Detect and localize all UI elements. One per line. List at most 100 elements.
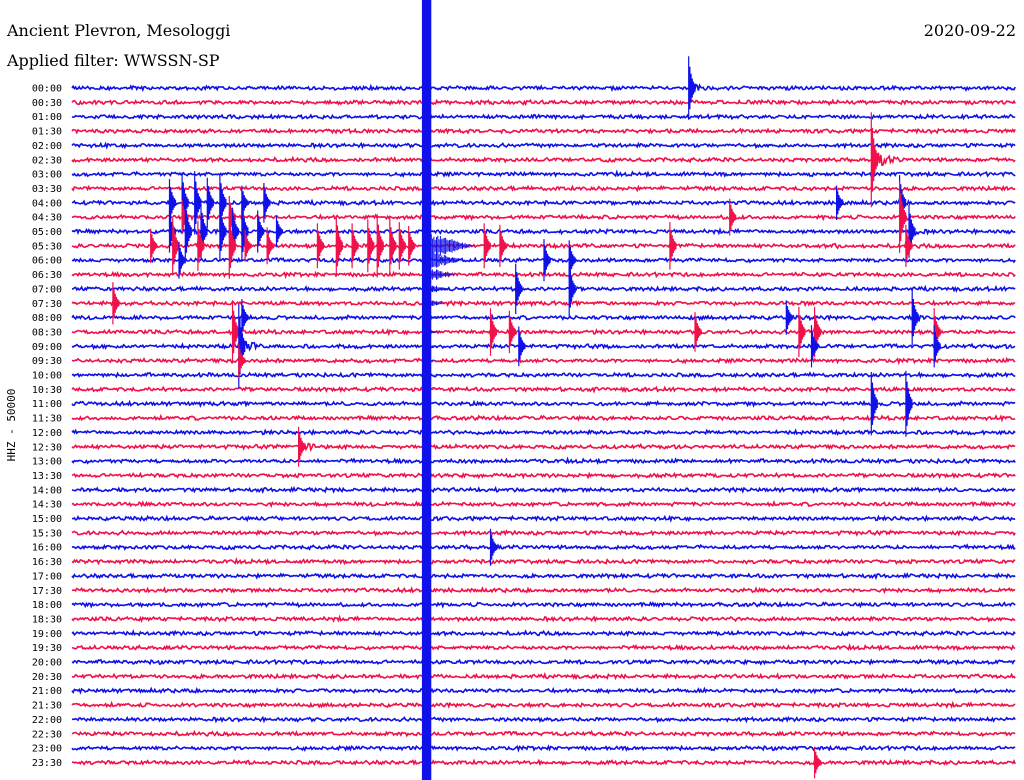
row-time-label: 05:30 bbox=[32, 241, 62, 252]
row-time-label: 16:00 bbox=[32, 543, 62, 554]
saturated-event-band bbox=[421, 0, 432, 780]
event-spike bbox=[694, 312, 702, 352]
event-spike bbox=[688, 56, 696, 120]
event-spike bbox=[298, 426, 306, 467]
event-spike bbox=[231, 300, 240, 364]
row-time-label: 13:30 bbox=[32, 471, 62, 482]
trace-row bbox=[71, 152, 1016, 171]
row-time-label: 18:30 bbox=[32, 614, 62, 625]
trace-row bbox=[71, 499, 1016, 509]
event-spike bbox=[543, 239, 551, 282]
row-time-label: 16:30 bbox=[32, 557, 62, 568]
trace-row bbox=[71, 385, 1016, 394]
trace-row bbox=[71, 98, 1016, 107]
trace-row bbox=[71, 729, 1016, 738]
trace-row bbox=[71, 744, 1016, 753]
trace-row bbox=[71, 614, 1016, 624]
row-time-label: 23:30 bbox=[32, 758, 62, 769]
event-spike bbox=[172, 218, 180, 274]
main-event-trace bbox=[421, 0, 475, 780]
event-spike bbox=[518, 326, 526, 367]
event-spike bbox=[367, 219, 375, 273]
trace-row bbox=[71, 428, 1016, 437]
row-time-label: 00:30 bbox=[32, 98, 62, 109]
trace-row bbox=[71, 283, 1016, 295]
row-time-label: 20:30 bbox=[32, 672, 62, 683]
event-spike bbox=[814, 746, 822, 779]
event-spike bbox=[266, 227, 274, 265]
trace-row bbox=[71, 398, 1016, 408]
row-time-label: 12:00 bbox=[32, 428, 62, 439]
trace-row bbox=[71, 514, 1016, 523]
trace-row bbox=[71, 442, 1016, 453]
row-time-label: 03:00 bbox=[32, 170, 62, 181]
event-spike bbox=[729, 198, 737, 236]
trace-row bbox=[71, 471, 1016, 480]
trace-row bbox=[71, 543, 1016, 552]
event-spike bbox=[798, 306, 806, 357]
row-time-label: 10:30 bbox=[32, 385, 62, 396]
event-spike bbox=[200, 203, 208, 260]
event-spike bbox=[408, 226, 416, 266]
row-time-label: 04:30 bbox=[32, 213, 62, 224]
trace-row bbox=[71, 756, 1016, 767]
trace-row bbox=[71, 715, 1016, 724]
trace-row bbox=[71, 671, 1016, 681]
trace-row bbox=[71, 356, 1016, 366]
filter-subtitle: Applied filter: WWSSN-SP bbox=[6, 51, 220, 70]
trace-row bbox=[71, 600, 1016, 609]
trace-row bbox=[71, 413, 1016, 423]
row-time-label: 07:00 bbox=[32, 284, 62, 295]
trace-row bbox=[71, 586, 1016, 595]
record-date: 2020-09-22 bbox=[924, 21, 1016, 40]
trace-row bbox=[71, 169, 1016, 178]
row-time-label: 04:00 bbox=[32, 198, 62, 209]
event-spike bbox=[568, 240, 576, 280]
row-time-label: 05:00 bbox=[32, 227, 62, 238]
event-spike bbox=[389, 218, 397, 274]
event-spike bbox=[112, 282, 120, 325]
row-time-label: 22:00 bbox=[32, 715, 62, 726]
trace-row bbox=[71, 184, 1016, 193]
trace-row bbox=[71, 571, 1016, 581]
event-spike bbox=[785, 300, 793, 335]
row-time-label: 23:00 bbox=[32, 744, 62, 755]
seismic-traces bbox=[71, 56, 1016, 779]
trace-row bbox=[71, 299, 1016, 308]
event-spike bbox=[515, 263, 523, 314]
trace-row bbox=[71, 686, 1016, 695]
trace-row bbox=[71, 700, 1016, 709]
event-spike bbox=[908, 205, 916, 258]
row-time-label: 03:30 bbox=[32, 184, 62, 195]
trace-row bbox=[71, 81, 1016, 93]
event-spike bbox=[836, 185, 844, 220]
event-spike bbox=[568, 261, 576, 317]
event-spike bbox=[228, 212, 236, 279]
row-labels: 00:00 00:30 01:00 01:30 02:00 02:30 03:00 03:30… bbox=[32, 84, 62, 769]
row-time-label: 06:30 bbox=[32, 270, 62, 281]
event-spike bbox=[376, 214, 384, 278]
event-spike bbox=[489, 308, 498, 356]
event-spike bbox=[499, 224, 507, 267]
event-spike bbox=[275, 215, 284, 248]
row-time-label: 10:00 bbox=[32, 371, 62, 382]
row-time-label: 17:00 bbox=[32, 571, 62, 582]
row-time-label: 21:00 bbox=[32, 686, 62, 697]
row-time-label: 19:30 bbox=[32, 643, 62, 654]
event-spike bbox=[810, 325, 819, 368]
row-time-label: 12:30 bbox=[32, 442, 62, 453]
row-time-label: 22:30 bbox=[32, 729, 62, 740]
event-spike bbox=[206, 177, 214, 228]
event-spike bbox=[814, 306, 822, 357]
event-spike bbox=[150, 228, 158, 263]
row-time-label: 02:00 bbox=[32, 141, 62, 152]
event-spike bbox=[197, 220, 205, 271]
event-spike bbox=[870, 372, 878, 436]
row-time-label: 15:00 bbox=[32, 514, 62, 525]
trace-row bbox=[71, 485, 1016, 495]
row-time-label: 00:00 bbox=[32, 84, 62, 95]
event-spike bbox=[184, 199, 192, 264]
event-spike bbox=[178, 241, 186, 279]
trace-row bbox=[71, 529, 1016, 537]
